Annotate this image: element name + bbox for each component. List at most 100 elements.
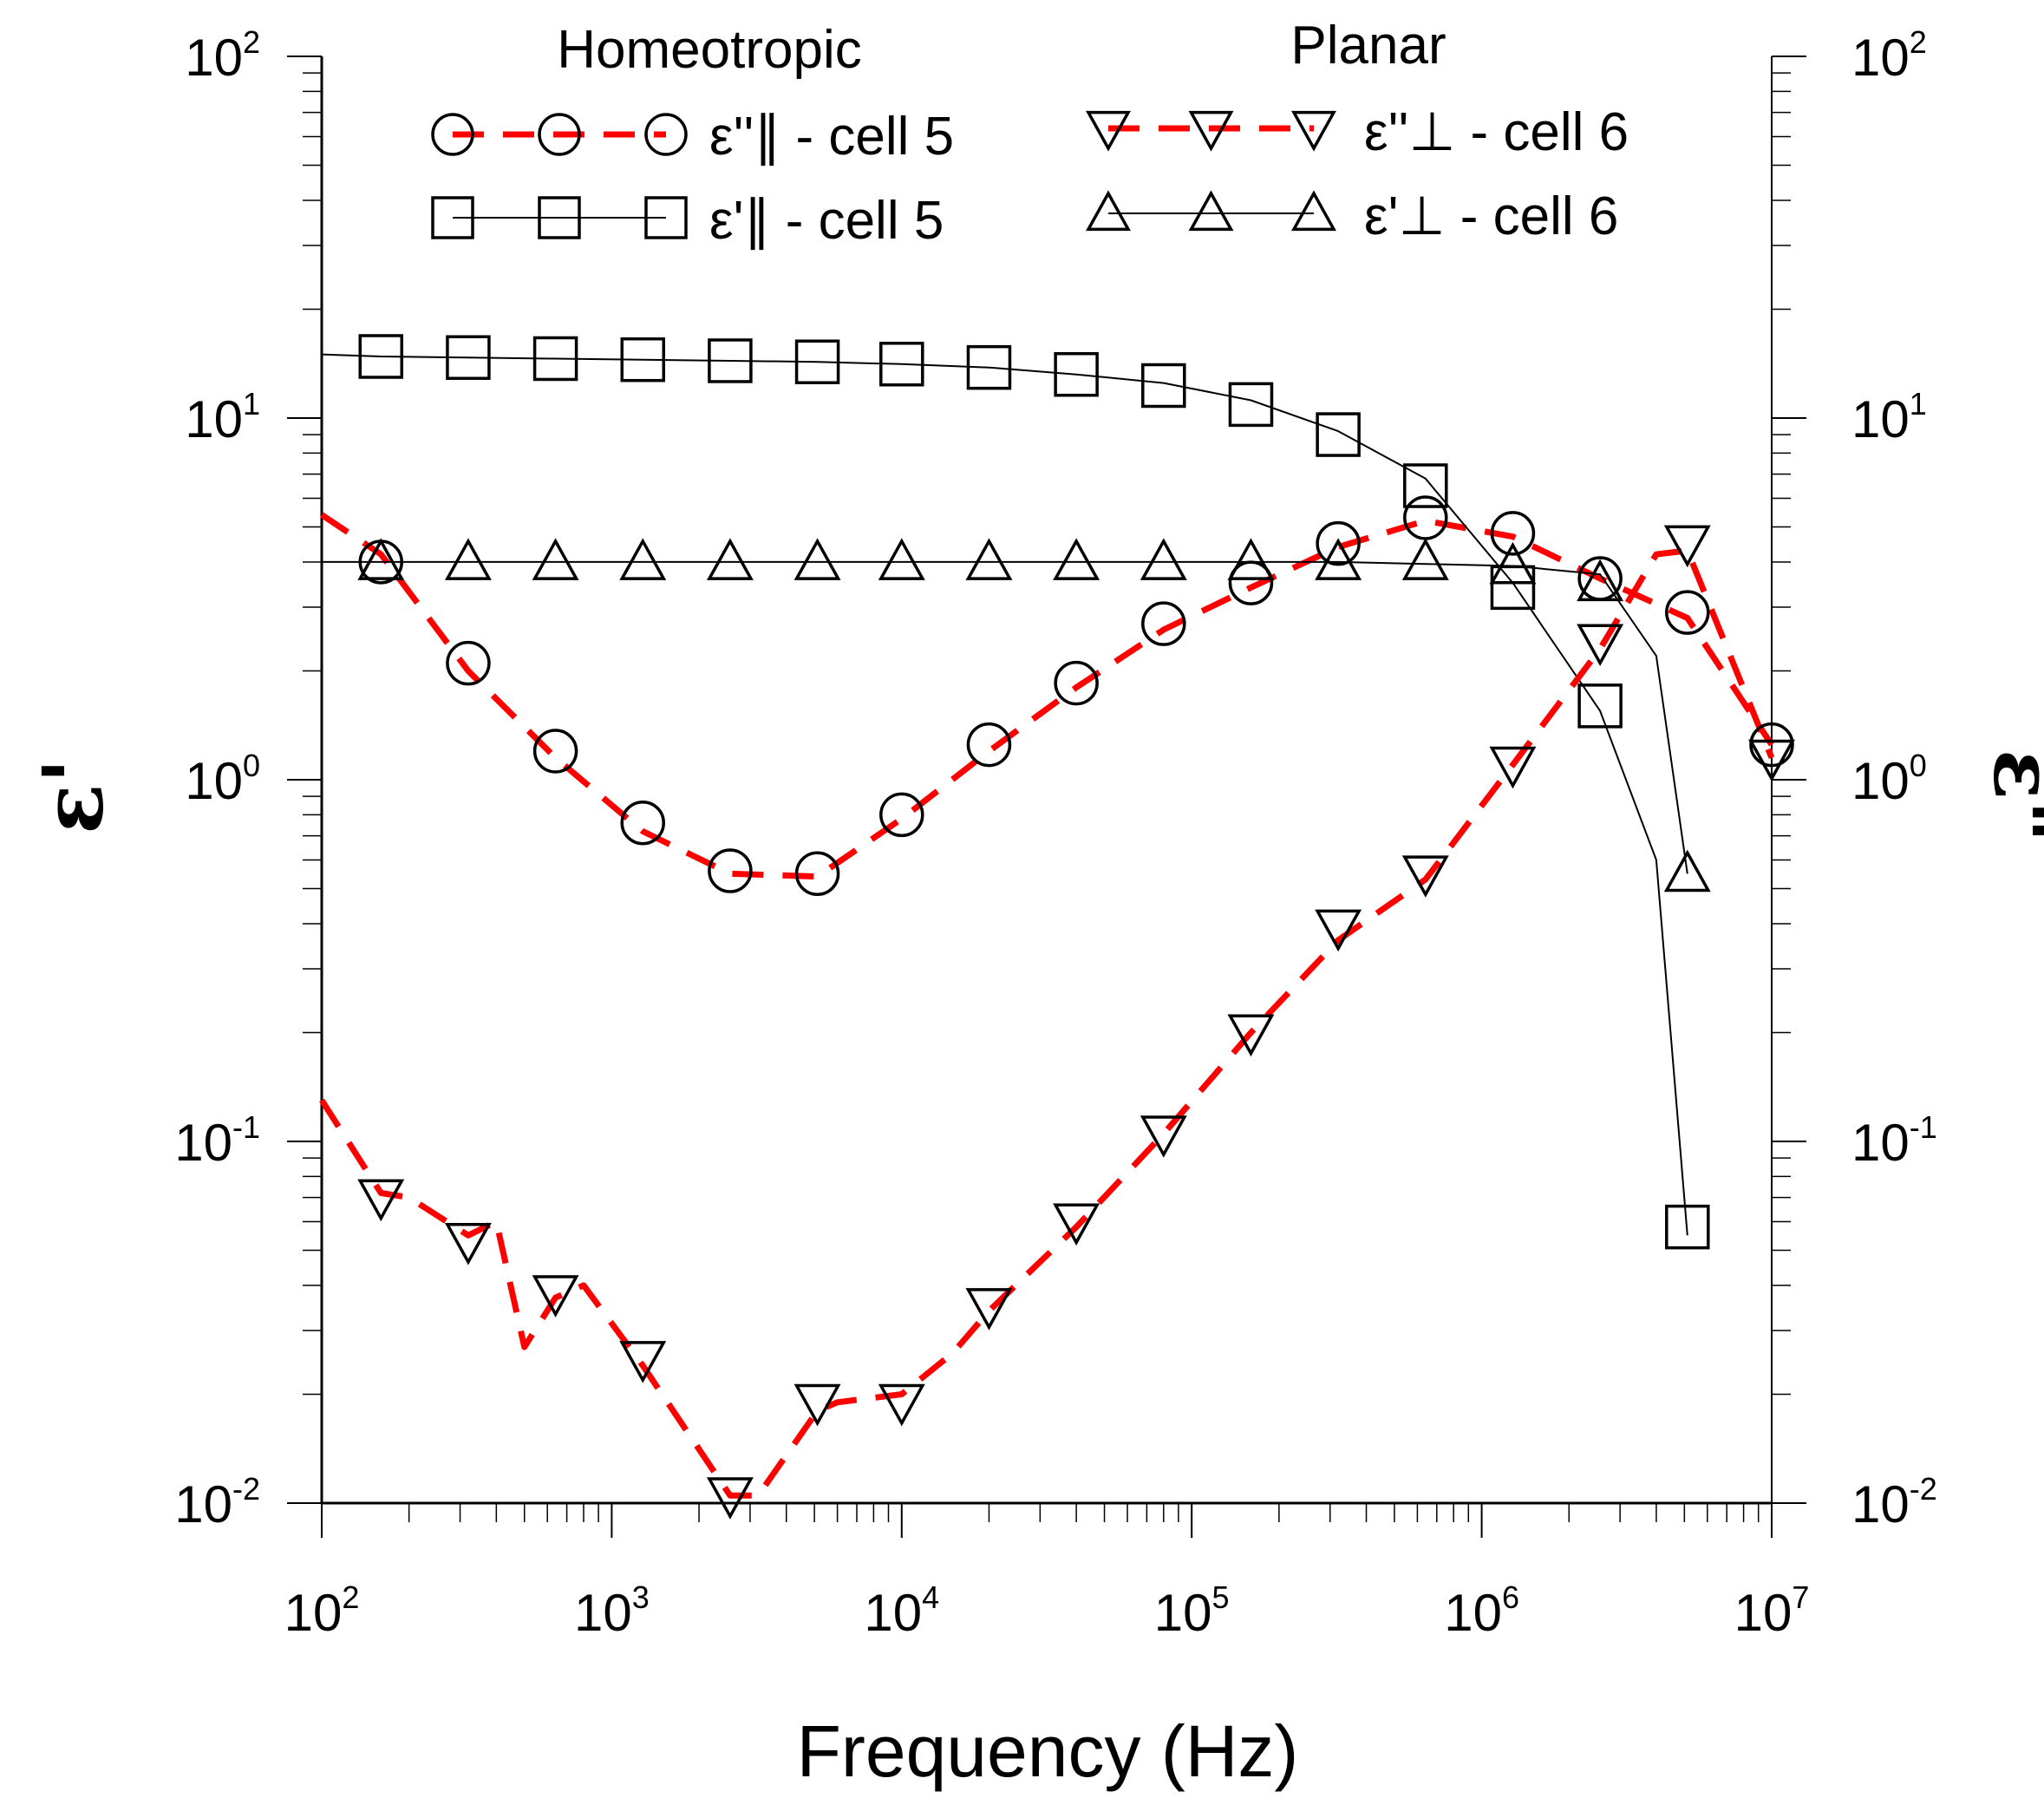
series-3-point xyxy=(357,538,405,580)
series-1-point xyxy=(358,334,404,379)
series-3-point xyxy=(793,538,841,580)
series-3-point xyxy=(1577,559,1624,602)
legend-marker-series-0 xyxy=(644,113,688,156)
y-tick-label-left: 100 xyxy=(185,748,260,810)
series-3-point xyxy=(1053,538,1100,580)
x-tick-label: 104 xyxy=(864,1579,939,1642)
series-1-point xyxy=(1316,412,1361,457)
series-0-point xyxy=(446,640,491,686)
series-2-point xyxy=(1053,1203,1100,1246)
series-3-point xyxy=(532,538,579,580)
series-2-point xyxy=(1315,909,1362,952)
series-markers xyxy=(357,334,1795,1520)
series-1-point xyxy=(532,336,578,382)
series-3-point xyxy=(444,538,492,580)
series-2-point xyxy=(532,1275,579,1317)
series-3-point xyxy=(965,538,1013,580)
y-tick-label-left: 102 xyxy=(185,24,260,87)
series-3-point xyxy=(706,538,754,580)
series-2-point xyxy=(965,1288,1013,1331)
legend-marker-series-3 xyxy=(1188,190,1234,232)
legend-marker-series-3 xyxy=(1291,190,1336,232)
series-2-point xyxy=(878,1383,925,1427)
legend-marker-series-0 xyxy=(431,113,474,156)
legend-marker-series-1 xyxy=(644,196,688,239)
series-curves xyxy=(319,353,1775,1499)
series-0-curve xyxy=(320,512,1774,880)
legend-label-eps1-par: ε'∥ - cell 5 xyxy=(709,191,944,251)
x-axis-title: Frequency (Hz) xyxy=(797,1710,1299,1792)
series-0-point xyxy=(1403,495,1448,540)
legend-label-eps1-perp: ε'⊥ - cell 6 xyxy=(1364,186,1618,246)
series-1-point xyxy=(794,339,840,384)
series-2-point xyxy=(1663,525,1711,568)
axes: 102 103 104 105 106 107 10-2 10-2 10-1 10-1 100 100… xyxy=(174,24,1937,1642)
series-3-point xyxy=(1401,538,1449,580)
series-3-point xyxy=(619,538,667,580)
y-tick-label-left: 101 xyxy=(185,386,260,448)
series-0-point xyxy=(708,848,753,893)
legend: ε''∥ - cell 5 ε'∥ - cell 5 ε''⊥ - cell 6… xyxy=(431,102,1629,251)
x-tick-label: 107 xyxy=(1734,1579,1810,1642)
series-1-point xyxy=(1403,463,1448,508)
series-2-curve xyxy=(319,547,1775,1499)
legend-marker-series-3 xyxy=(1086,190,1131,232)
series-1-point xyxy=(1054,351,1099,397)
series-1-point xyxy=(1141,363,1186,409)
series-0-point xyxy=(1141,601,1186,646)
series-2-point xyxy=(444,1223,492,1265)
series-3-point xyxy=(1663,849,1711,892)
x-tick-label: 102 xyxy=(284,1579,360,1642)
series-1-point xyxy=(446,335,491,380)
series-0-point xyxy=(1665,590,1710,635)
x-tick-label: 105 xyxy=(1154,1579,1230,1642)
series-1-point xyxy=(1577,683,1623,729)
legend-label-eps2-perp: ε''⊥ - cell 6 xyxy=(1364,102,1629,162)
legend-header-planar: Planar xyxy=(1290,16,1446,75)
series-3-point xyxy=(1315,538,1362,580)
series-2-point xyxy=(706,1477,754,1520)
legend-marker-series-2 xyxy=(1086,110,1131,152)
series-0-point xyxy=(532,729,578,774)
y-tick-label-right: 10-2 xyxy=(1851,1471,1937,1533)
series-3-point xyxy=(1227,538,1275,580)
series-1-curve xyxy=(321,353,1688,1236)
series-0-point xyxy=(1316,520,1361,566)
series-3-point xyxy=(878,538,925,580)
x-tick-label: 103 xyxy=(574,1579,650,1642)
series-3-point xyxy=(1140,538,1187,580)
legend-marker-series-1 xyxy=(538,196,581,239)
y-tick-label-right: 10-1 xyxy=(1851,1109,1937,1172)
series-0-point xyxy=(1490,511,1536,556)
series-0-point xyxy=(1749,722,1794,768)
series-0-point xyxy=(620,800,666,846)
y-tick-label-left: 10-2 xyxy=(174,1471,260,1533)
y-tick-label-right: 100 xyxy=(1851,748,1927,810)
series-0-point xyxy=(794,851,840,897)
series-2-point xyxy=(619,1341,667,1383)
series-0-point xyxy=(879,792,924,838)
series-2-point xyxy=(357,1179,405,1222)
series-1-point xyxy=(620,337,666,382)
series-2-point xyxy=(1489,746,1537,789)
series-2-point xyxy=(1140,1115,1187,1158)
legend-marker-series-0 xyxy=(538,113,581,156)
series-3-curve xyxy=(322,560,1688,874)
series-0-point xyxy=(966,722,1012,768)
series-1-point xyxy=(708,338,753,383)
series-3-point xyxy=(1489,541,1537,585)
x-tick-label: 106 xyxy=(1444,1579,1519,1642)
series-1-point xyxy=(1490,565,1536,611)
series-2-point xyxy=(1227,1014,1275,1057)
legend-marker-series-2 xyxy=(1291,110,1336,152)
y-axis-title-left: ε' xyxy=(24,758,122,834)
legend-marker-series-2 xyxy=(1188,110,1234,152)
series-0-point xyxy=(1228,560,1274,605)
y-tick-label-left: 10-1 xyxy=(174,1109,260,1172)
y-tick-label-right: 101 xyxy=(1851,386,1927,448)
y-axis-title-right: ε" xyxy=(1975,749,2044,843)
series-0-point xyxy=(1054,660,1099,706)
series-1-point xyxy=(1228,382,1274,428)
legend-header-homeotropic: Homeotropic xyxy=(557,20,861,80)
